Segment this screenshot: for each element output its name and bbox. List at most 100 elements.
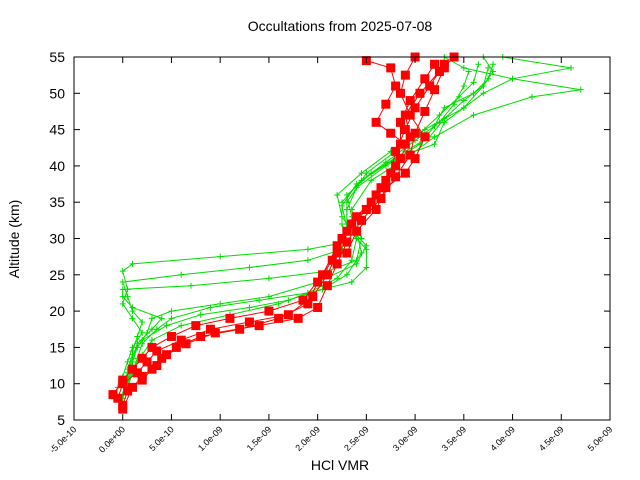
series-line — [117, 64, 436, 399]
data-point — [363, 264, 370, 271]
data-point — [348, 279, 355, 286]
data-point — [264, 306, 274, 316]
data-point — [187, 282, 194, 289]
data-point — [391, 172, 401, 182]
data-point — [304, 246, 311, 253]
data-point — [460, 83, 467, 90]
x-tick-label: 4.5e-09 — [537, 424, 566, 453]
y-axis-label: Altitude (km) — [6, 200, 22, 279]
data-point — [148, 315, 155, 322]
data-point — [400, 125, 410, 135]
data-point — [205, 324, 215, 334]
data-point — [368, 177, 375, 184]
data-point — [358, 170, 365, 177]
data-point — [381, 183, 391, 193]
plot-series — [108, 52, 584, 414]
data-point — [363, 246, 370, 253]
data-point — [134, 333, 141, 340]
data-point — [356, 215, 366, 225]
data-point — [420, 132, 430, 142]
data-point — [225, 313, 235, 323]
data-point — [470, 112, 477, 119]
data-point — [371, 117, 381, 127]
data-point — [332, 241, 342, 251]
data-point — [352, 226, 362, 236]
x-tick-label: 5.0e-09 — [586, 424, 615, 453]
data-point — [274, 313, 284, 323]
x-tick-label: 5.0e-10 — [147, 424, 176, 453]
data-point — [431, 141, 438, 148]
data-point — [342, 237, 352, 247]
y-tick-label: 15 — [49, 339, 65, 355]
data-point — [139, 318, 146, 325]
data-point — [465, 68, 472, 75]
data-point — [119, 268, 126, 275]
data-point — [382, 159, 389, 166]
data-point — [400, 139, 410, 149]
x-tick-label: 4.0e-09 — [488, 424, 517, 453]
data-point — [405, 96, 415, 106]
data-point — [210, 328, 220, 338]
data-point — [577, 86, 584, 93]
x-tick-label: -5.0e-10 — [48, 424, 79, 455]
data-point — [308, 292, 318, 302]
data-point — [405, 132, 415, 142]
data-point — [460, 104, 467, 111]
y-tick-label: 55 — [49, 49, 65, 65]
y-tick-label: 25 — [49, 267, 65, 283]
data-point — [246, 304, 253, 311]
data-point — [313, 277, 323, 287]
data-point — [197, 311, 204, 318]
y-tick-label: 20 — [49, 303, 65, 319]
data-point — [425, 81, 435, 91]
x-tick-label: 2.0e-09 — [293, 424, 322, 453]
data-point — [123, 386, 133, 396]
data-point — [430, 59, 440, 69]
data-point — [158, 315, 165, 322]
data-point — [162, 350, 172, 360]
data-point — [139, 329, 146, 336]
data-point — [196, 332, 206, 342]
x-tick-label: 2.5e-09 — [342, 424, 371, 453]
data-point — [485, 64, 492, 71]
data-point — [118, 404, 128, 414]
data-point — [275, 300, 282, 307]
data-point — [166, 332, 176, 342]
data-point — [361, 204, 371, 214]
data-point — [405, 110, 415, 120]
data-point — [178, 271, 185, 278]
data-point — [485, 75, 492, 82]
data-point — [217, 253, 224, 260]
data-point — [265, 275, 272, 282]
data-point — [256, 297, 263, 304]
data-point — [348, 257, 355, 264]
data-point — [353, 181, 360, 188]
data-point — [168, 308, 175, 315]
data-point — [451, 101, 458, 108]
data-point — [460, 64, 467, 71]
data-point — [395, 117, 405, 127]
data-point — [283, 310, 293, 320]
data-point — [391, 146, 401, 156]
data-point — [153, 326, 160, 333]
data-point — [386, 63, 396, 73]
data-point — [254, 321, 264, 331]
data-point — [129, 304, 136, 311]
data-point — [332, 259, 342, 269]
data-point — [395, 88, 405, 98]
data-point — [137, 371, 147, 381]
data-point — [119, 286, 126, 293]
data-point — [137, 353, 147, 363]
data-point — [490, 61, 497, 68]
data-point — [366, 197, 376, 207]
data-point — [410, 154, 420, 164]
data-point — [207, 304, 214, 311]
y-tick-label: 40 — [49, 158, 65, 174]
data-point — [293, 313, 303, 323]
data-point — [322, 270, 332, 280]
data-point — [129, 260, 136, 267]
data-point — [352, 212, 362, 222]
data-point — [434, 67, 444, 77]
data-point — [124, 358, 131, 365]
